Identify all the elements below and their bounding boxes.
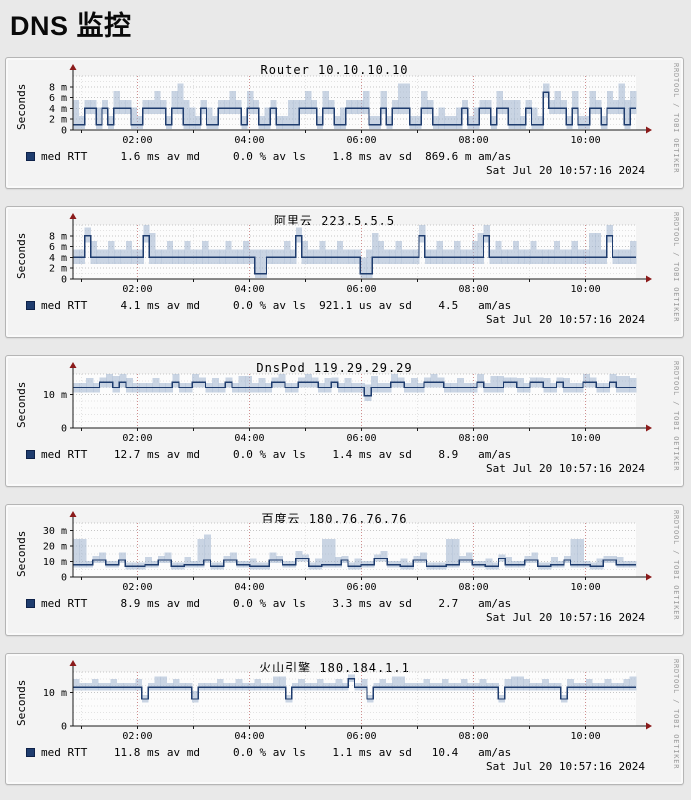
svg-text:02:00: 02:00 bbox=[122, 284, 152, 295]
svg-text:2 m: 2 m bbox=[49, 264, 67, 275]
svg-text:08:00: 08:00 bbox=[458, 582, 488, 593]
latency-graph[interactable]: 0 10 m 20 m 30 m 02:00 04:00 06:00 08:00 10:00 bbox=[8, 507, 677, 629]
graph-timestamp: Sat Jul 20 10:57:16 2024 bbox=[486, 164, 645, 177]
graph-timestamp: Sat Jul 20 10:57:16 2024 bbox=[486, 313, 645, 326]
svg-text:08:00: 08:00 bbox=[458, 731, 488, 742]
svg-text:02:00: 02:00 bbox=[122, 433, 152, 444]
svg-text:04:00: 04:00 bbox=[234, 284, 264, 295]
svg-text:10:00: 10:00 bbox=[571, 731, 601, 742]
svg-text:10 m: 10 m bbox=[43, 557, 67, 568]
svg-text:06:00: 06:00 bbox=[346, 582, 376, 593]
panel-dnspod: DnsPod 119.29.29.29 Seconds 0 10 m 02:00 04… bbox=[5, 355, 684, 487]
svg-text:02:00: 02:00 bbox=[122, 135, 152, 146]
legend-row: med RTT 1.6 ms av md 0.0 % av ls 1.8 ms … bbox=[26, 150, 511, 163]
svg-text:10 m: 10 m bbox=[43, 688, 67, 699]
graph-title: Router 10.10.10.10 bbox=[260, 63, 409, 77]
panel-baiduyun: 百度云 180.76.76.76 Seconds 0 10 m 20 m 30 m 02… bbox=[5, 504, 684, 636]
svg-text:06:00: 06:00 bbox=[346, 731, 376, 742]
median-swatch bbox=[26, 748, 35, 757]
svg-text:2 m: 2 m bbox=[49, 115, 67, 126]
svg-text:02:00: 02:00 bbox=[122, 731, 152, 742]
svg-text:10:00: 10:00 bbox=[571, 284, 601, 295]
svg-text:10:00: 10:00 bbox=[571, 582, 601, 593]
svg-text:8 m: 8 m bbox=[49, 82, 67, 93]
svg-text:20 m: 20 m bbox=[43, 542, 67, 553]
graph-timestamp: Sat Jul 20 10:57:16 2024 bbox=[486, 760, 645, 773]
svg-text:06:00: 06:00 bbox=[346, 135, 376, 146]
median-swatch bbox=[26, 301, 35, 310]
legend-text: med RTT 8.9 ms av md 0.0 % av ls 3.3 ms … bbox=[41, 597, 512, 610]
rrdtool-watermark: RRDTOOL / TOBI OETIKER bbox=[672, 63, 680, 174]
legend-row: med RTT 8.9 ms av md 0.0 % av ls 3.3 ms … bbox=[26, 597, 511, 610]
graph-timestamp: Sat Jul 20 10:57:16 2024 bbox=[486, 462, 645, 475]
latency-graph[interactable]: 0 10 m 02:00 04:00 06:00 08:00 10:00 bbox=[8, 358, 677, 480]
graph-timestamp: Sat Jul 20 10:57:16 2024 bbox=[486, 611, 645, 624]
svg-text:10:00: 10:00 bbox=[571, 135, 601, 146]
legend-text: med RTT 1.6 ms av md 0.0 % av ls 1.8 ms … bbox=[41, 150, 512, 163]
rrdtool-watermark: RRDTOOL / TOBI OETIKER bbox=[672, 659, 680, 770]
latency-graph[interactable]: 02 m4 m6 m8 m 02:00 04:00 06:00 08:00 10:00 bbox=[8, 60, 677, 182]
svg-text:6 m: 6 m bbox=[49, 242, 67, 253]
legend-row: med RTT 12.7 ms av md 0.0 % av ls 1.4 ms… bbox=[26, 448, 511, 461]
svg-text:4 m: 4 m bbox=[49, 253, 67, 264]
svg-text:30 m: 30 m bbox=[43, 526, 67, 537]
rrdtool-watermark: RRDTOOL / TOBI OETIKER bbox=[672, 510, 680, 621]
svg-text:0: 0 bbox=[61, 424, 67, 435]
svg-text:6 m: 6 m bbox=[49, 93, 67, 104]
svg-text:0: 0 bbox=[61, 126, 67, 137]
svg-text:08:00: 08:00 bbox=[458, 433, 488, 444]
svg-text:0: 0 bbox=[61, 722, 67, 733]
svg-text:06:00: 06:00 bbox=[346, 284, 376, 295]
median-swatch bbox=[26, 152, 35, 161]
legend-row: med RTT 11.8 ms av md 0.0 % av ls 1.1 ms… bbox=[26, 746, 511, 759]
graph-title: DnsPod 119.29.29.29 bbox=[256, 361, 413, 375]
svg-text:10:00: 10:00 bbox=[571, 433, 601, 444]
svg-text:04:00: 04:00 bbox=[234, 433, 264, 444]
rrdtool-watermark: RRDTOOL / TOBI OETIKER bbox=[672, 361, 680, 472]
latency-graph[interactable]: 0 10 m 02:00 04:00 06:00 08:00 10:00 bbox=[8, 656, 677, 778]
svg-text:04:00: 04:00 bbox=[234, 582, 264, 593]
page-title: DNS 监控 bbox=[10, 11, 132, 41]
svg-text:08:00: 08:00 bbox=[458, 135, 488, 146]
panel-volcengine: 火山引擎 180.184.1.1 Seconds 0 10 m 02:00 04:00… bbox=[5, 653, 684, 785]
svg-text:0: 0 bbox=[61, 573, 67, 584]
rrdtool-watermark: RRDTOOL / TOBI OETIKER bbox=[672, 212, 680, 323]
svg-text:8 m: 8 m bbox=[49, 231, 67, 242]
median-swatch bbox=[26, 599, 35, 608]
legend-text: med RTT 4.1 ms av md 0.0 % av ls 921.1 u… bbox=[41, 299, 512, 312]
legend-row: med RTT 4.1 ms av md 0.0 % av ls 921.1 u… bbox=[26, 299, 511, 312]
median-swatch bbox=[26, 450, 35, 459]
svg-text:06:00: 06:00 bbox=[346, 433, 376, 444]
svg-text:4 m: 4 m bbox=[49, 104, 67, 115]
legend-text: med RTT 11.8 ms av md 0.0 % av ls 1.1 ms… bbox=[41, 746, 512, 759]
svg-text:02:00: 02:00 bbox=[122, 582, 152, 593]
legend-text: med RTT 12.7 ms av md 0.0 % av ls 1.4 ms… bbox=[41, 448, 512, 461]
svg-text:10 m: 10 m bbox=[43, 390, 67, 401]
svg-text:04:00: 04:00 bbox=[234, 135, 264, 146]
svg-text:04:00: 04:00 bbox=[234, 731, 264, 742]
svg-text:08:00: 08:00 bbox=[458, 284, 488, 295]
svg-text:0: 0 bbox=[61, 275, 67, 286]
latency-graph[interactable]: 02 m4 m6 m8 m 02:00 04:00 06:00 08:00 10:00 bbox=[8, 209, 677, 331]
